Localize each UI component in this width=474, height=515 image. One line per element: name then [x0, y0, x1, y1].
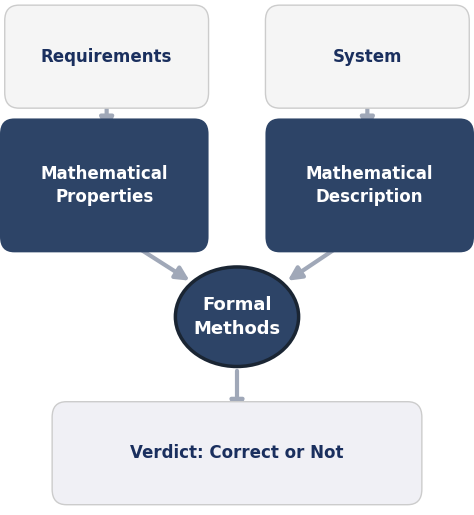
FancyBboxPatch shape [0, 118, 209, 252]
FancyBboxPatch shape [52, 402, 422, 505]
Text: System: System [333, 48, 402, 65]
Ellipse shape [175, 267, 299, 367]
Text: Mathematical
Description: Mathematical Description [306, 165, 433, 206]
Text: Requirements: Requirements [41, 48, 173, 65]
FancyBboxPatch shape [265, 5, 469, 108]
FancyBboxPatch shape [265, 118, 474, 252]
Text: Mathematical
Properties: Mathematical Properties [41, 165, 168, 206]
FancyBboxPatch shape [5, 5, 209, 108]
Text: Verdict: Correct or Not: Verdict: Correct or Not [130, 444, 344, 462]
Text: Formal
Methods: Formal Methods [193, 296, 281, 337]
